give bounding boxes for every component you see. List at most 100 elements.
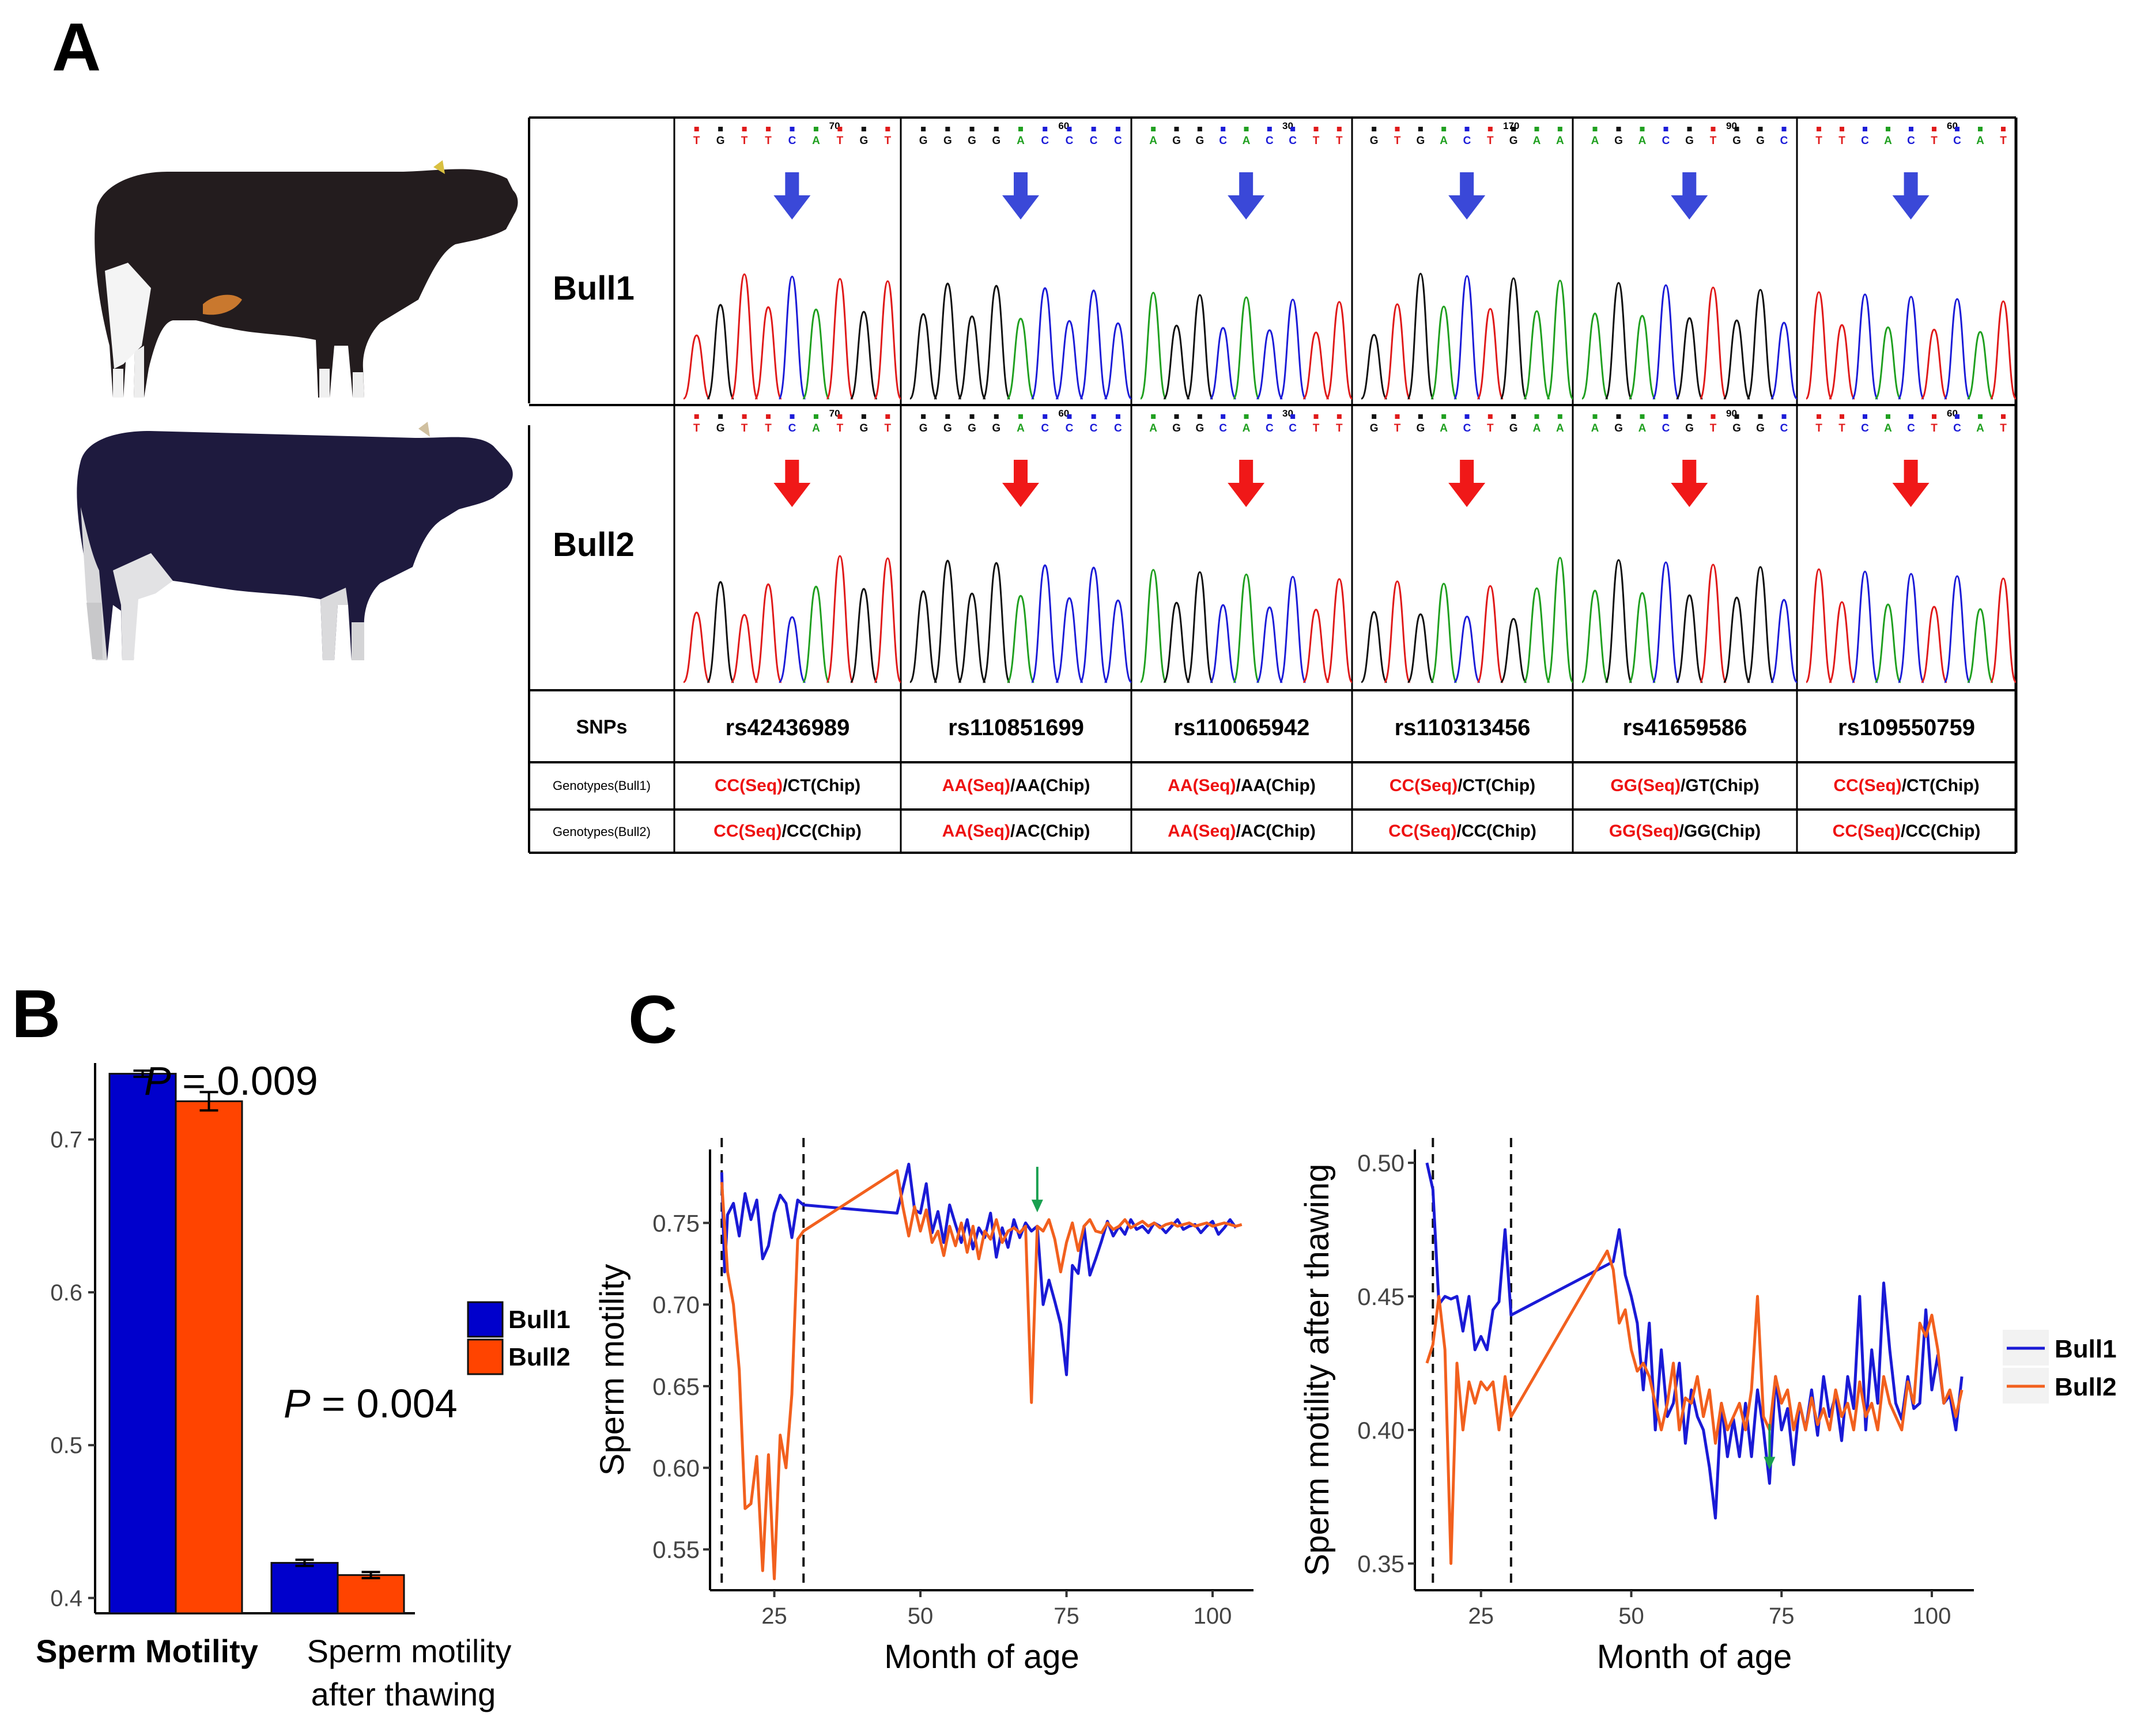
base-marker [1511, 414, 1516, 419]
snp-id: rs110313456 [1395, 715, 1531, 740]
trace-peak [1162, 602, 1191, 683]
base-call-label: T [1394, 135, 1401, 147]
base-marker [1464, 127, 1470, 131]
base-marker [1174, 127, 1179, 131]
base-marker [1043, 127, 1048, 131]
y-tick-label: 0.50 [1357, 1149, 1404, 1177]
base-marker [1711, 127, 1716, 131]
trace-peak [1430, 305, 1458, 400]
base-marker [1932, 414, 1936, 419]
chromatogram-bull1-1: 60 G G G G A C C C C [909, 120, 1132, 400]
trace-peak [1770, 599, 1798, 683]
trace-peak [957, 315, 987, 400]
blue-arrow-icon [1448, 172, 1486, 220]
category-label: Sperm motility [307, 1633, 512, 1669]
base-marker [1978, 414, 1983, 419]
y-tick-label: 0.7 [50, 1128, 82, 1153]
snp-id: rs109550759 [1838, 715, 1975, 740]
base-marker [1663, 127, 1668, 131]
base-marker [1290, 127, 1296, 131]
trace-peak [1581, 312, 1609, 400]
base-call-label: T [741, 135, 748, 147]
trace-peak [849, 311, 878, 400]
base-marker [694, 414, 699, 419]
base-call-label: C [1861, 422, 1869, 434]
base-marker [1663, 414, 1668, 419]
base-marker [1734, 414, 1739, 419]
base-marker [1267, 127, 1272, 131]
bull1-photo [95, 160, 518, 398]
bar-bull2 [337, 1574, 405, 1614]
trace-peak [1326, 578, 1353, 683]
trace-peak [754, 583, 783, 683]
base-call-label: G [992, 135, 1000, 147]
trace-position-label: 70 [829, 120, 840, 131]
base-marker [1863, 414, 1867, 419]
base-call-label: C [1090, 135, 1098, 147]
base-call-label: A [1149, 422, 1157, 434]
genotype-bull1: AA(Seq)/AA(Chip) [1168, 776, 1316, 795]
trace-peak [778, 275, 806, 400]
trace-peak [1943, 298, 1971, 400]
trace-peak [1851, 570, 1879, 683]
base-call-label: G [943, 422, 952, 434]
base-call-label: T [693, 135, 700, 147]
base-call-label: C [1219, 135, 1227, 147]
base-marker [1221, 127, 1226, 131]
base-marker [1909, 127, 1913, 131]
base-marker [1817, 414, 1821, 419]
trace-peak [957, 592, 987, 683]
series-line-bull1 [1425, 1162, 1964, 1520]
base-call-label: C [1114, 135, 1122, 147]
trace-peak [909, 590, 938, 683]
trace-position-label: 60 [1058, 120, 1069, 131]
trace-position-label: 90 [1726, 408, 1737, 419]
trace-peak [1279, 576, 1307, 683]
base-marker [813, 414, 818, 419]
trace-peak [1699, 563, 1727, 683]
base-call-label: C [1066, 422, 1074, 434]
trace-peak [1874, 326, 1902, 400]
trace-peak [1256, 329, 1283, 400]
base-call-label: C [1289, 422, 1297, 434]
base-marker [766, 127, 771, 131]
base-marker [945, 127, 950, 131]
trace-peak [706, 581, 735, 683]
trace-peak [802, 585, 830, 683]
base-call-label: T [765, 135, 772, 147]
base-marker [1441, 414, 1447, 419]
base-marker [1616, 414, 1621, 419]
trace-peak [1546, 279, 1574, 400]
trace-peak [1030, 287, 1059, 400]
legend-label: Bull2 [2055, 1373, 2117, 1401]
panel-label-c: C [628, 982, 677, 1058]
trace-peak [1407, 613, 1434, 683]
legend-label: Bull1 [2055, 1335, 2117, 1363]
panel-label-a: A [52, 9, 101, 85]
base-marker [994, 414, 999, 419]
base-marker [742, 414, 747, 419]
base-marker [766, 414, 771, 419]
base-marker [969, 127, 975, 131]
base-marker [1091, 127, 1096, 131]
trace-peak [1430, 583, 1458, 683]
trace-peak [1604, 559, 1633, 683]
genotype-bull2: CC(Seq)/CC(Chip) [1833, 822, 1981, 841]
base-marker [1909, 414, 1913, 419]
bar-bull2 [175, 1100, 243, 1614]
trace-peak [1162, 324, 1191, 400]
base-call-label: C [1662, 135, 1670, 147]
base-call-label: C [1114, 422, 1122, 434]
y-tick-label: 0.65 [652, 1373, 700, 1400]
base-marker [1043, 414, 1048, 419]
base-call-label: G [1370, 135, 1379, 147]
base-call-label: G [1172, 135, 1181, 147]
x-tick-label: 50 [1618, 1603, 1644, 1629]
base-marker [1244, 414, 1249, 419]
p-value-annotation: P = 0.009 [144, 1058, 318, 1103]
base-call-label: C [1289, 135, 1297, 147]
p-value-annotation: P = 0.004 [284, 1381, 458, 1426]
trace-peak [1477, 585, 1504, 683]
base-call-label: C [1861, 135, 1869, 147]
base-call-label: G [1614, 135, 1623, 147]
